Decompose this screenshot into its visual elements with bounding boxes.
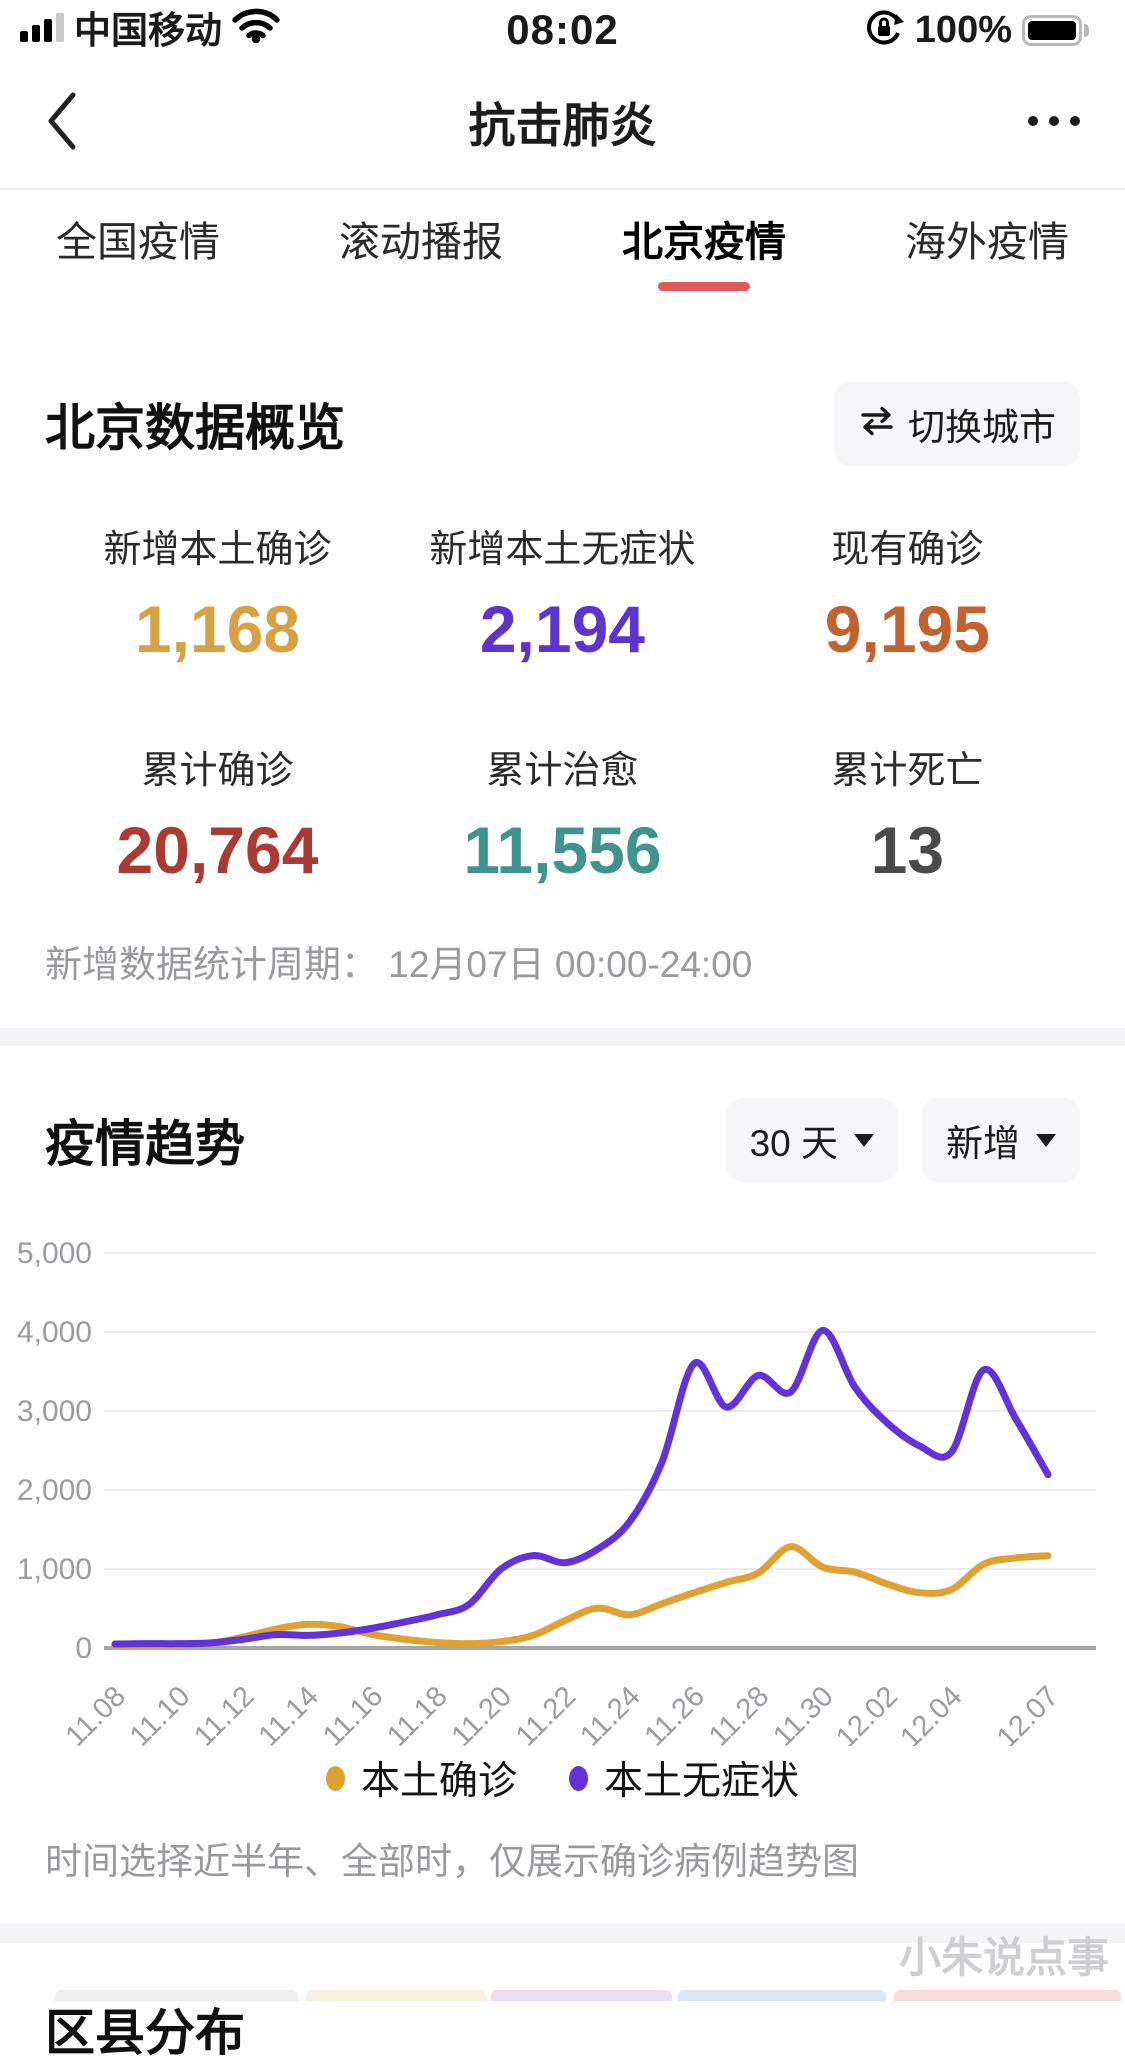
svg-text:3,000: 3,000 [17, 1395, 92, 1428]
svg-text:2,000: 2,000 [17, 1474, 92, 1507]
page-title: 抗击肺炎 [468, 98, 657, 152]
district-title: 区县分布 [45, 2005, 245, 2061]
svg-text:4,000: 4,000 [17, 1316, 92, 1349]
trend-chart: 0 1,000 2,000 3,000 4,000 5,000 11.08 11.10 11.1… [0, 1206, 1125, 1754]
watermark: 小朱说点事 [898, 1934, 1109, 1981]
tab-national[interactable]: 全国疫情 [56, 218, 220, 265]
district-section: 区县分布 [0, 1993, 1125, 2065]
tab-beijing[interactable]: 北京疫情 [622, 208, 786, 291]
svg-text:11.10: 11.10 [124, 1680, 196, 1746]
district-chip[interactable] [894, 1990, 1121, 2001]
svg-text:11.16: 11.16 [317, 1680, 389, 1746]
overview-title: 北京数据概览 [45, 400, 345, 456]
trend-section: 疫情趋势 30 天 新增 0 1,000 2,000 3,000 4,000 5,000 1… [0, 1098, 1125, 1923]
district-chip[interactable] [491, 1990, 672, 2001]
district-chip[interactable] [306, 1990, 486, 2001]
district-chip[interactable] [678, 1990, 886, 2001]
svg-text:11.22: 11.22 [510, 1680, 582, 1746]
legend-dot-asymptomatic [569, 1765, 588, 1791]
back-button[interactable] [45, 86, 105, 156]
district-chip[interactable] [55, 1990, 298, 2001]
battery-icon [1022, 15, 1089, 46]
trend-chart-svg: 01,0002,0003,0004,0005,00011.0811.1011.1… [17, 1237, 1096, 1754]
chart-legend: 本土确诊 本土无症状 [45, 1753, 1080, 1803]
svg-text:11.18: 11.18 [381, 1680, 453, 1746]
svg-text:11.28: 11.28 [703, 1680, 775, 1746]
stat-new-local-asymptomatic: 新增本土无症状 2,194 [429, 529, 696, 666]
caret-down-icon [1036, 1133, 1056, 1147]
svg-text:11.14: 11.14 [253, 1680, 325, 1746]
overview-section: 北京数据概览 切换城市 新增本土确诊 1,168 新增本土无症状 2,194 现… [0, 382, 1125, 1028]
nav-bar: 抗击肺炎 [0, 54, 1125, 190]
switch-city-button[interactable]: 切换城市 [834, 382, 1080, 466]
stat-new-local-confirmed: 新增本土确诊 1,168 [103, 529, 332, 666]
chevron-left-icon [48, 92, 76, 150]
svg-text:12.04: 12.04 [894, 1680, 968, 1746]
svg-text:11.26: 11.26 [639, 1680, 711, 1746]
range-dropdown[interactable]: 30 天 [725, 1098, 898, 1182]
svg-text:0: 0 [75, 1632, 92, 1665]
status-bar: 中国移动 08:02 100% [0, 0, 1125, 54]
district-chip-row [0, 1990, 1125, 2001]
legend-dot-confirmed [325, 1765, 345, 1791]
signal-strength-icon [20, 12, 64, 42]
mode-dropdown[interactable]: 新增 [922, 1098, 1080, 1182]
svg-text:11.24: 11.24 [574, 1680, 646, 1746]
svg-text:12.02: 12.02 [830, 1680, 904, 1746]
tab-live-feed[interactable]: 滚动播报 [339, 218, 503, 265]
section-divider [0, 1028, 1125, 1046]
more-options-button[interactable] [1028, 116, 1080, 126]
battery-percent-label: 100% [914, 9, 1012, 51]
tab-overseas[interactable]: 海外疫情 [905, 218, 1069, 265]
svg-text:11.08: 11.08 [60, 1680, 132, 1746]
stat-total-confirmed: 累计确诊 20,764 [116, 750, 319, 887]
stat-total-deaths: 累计死亡 13 [831, 750, 984, 887]
switch-city-label: 切换城市 [908, 407, 1056, 448]
section-divider [0, 1923, 1125, 1943]
swap-arrows-icon [858, 403, 896, 445]
tab-bar: 全国疫情 滚动播报 北京疫情 海外疫情 [0, 190, 1125, 308]
trend-note: 时间选择近半年、全部时，仅展示确诊病例趋势图 [45, 1841, 859, 1882]
legend-item-asymptomatic: 本土无症状 [569, 1750, 799, 1806]
svg-text:12.07: 12.07 [991, 1680, 1065, 1746]
clock: 08:02 [506, 6, 619, 53]
statistics-period-note: 新增数据统计周期： 12月07日 00:00-24:00 [45, 944, 753, 985]
caret-down-icon [854, 1133, 874, 1147]
carrier-label: 中国移动 [74, 10, 222, 51]
svg-text:11.30: 11.30 [767, 1680, 839, 1746]
legend-item-confirmed: 本土确诊 [325, 1750, 517, 1806]
rotation-lock-icon [863, 7, 905, 54]
svg-text:11.12: 11.12 [188, 1680, 260, 1746]
stat-current-confirmed: 现有确诊 9,195 [824, 529, 990, 666]
svg-text:1,000: 1,000 [17, 1553, 92, 1586]
trend-title: 疫情趋势 [45, 1116, 245, 1172]
wifi-icon [232, 7, 280, 48]
svg-text:5,000: 5,000 [17, 1237, 92, 1270]
svg-text:11.20: 11.20 [446, 1680, 518, 1746]
stat-total-cured: 累计治愈 11,556 [463, 750, 662, 887]
